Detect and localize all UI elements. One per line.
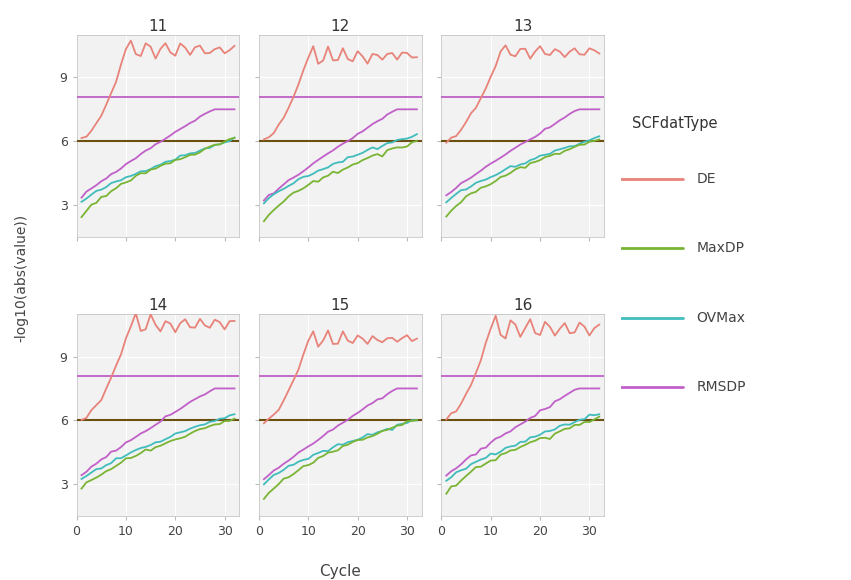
Title: 15: 15 [331,298,350,313]
Text: -log10(abs(value)): -log10(abs(value)) [14,215,28,342]
Text: SCFdatType: SCFdatType [632,116,717,131]
Text: MaxDP: MaxDP [696,241,745,255]
Text: RMSDP: RMSDP [696,380,746,394]
Title: 16: 16 [513,298,533,313]
Text: OVMax: OVMax [696,311,745,325]
Title: 14: 14 [148,298,168,313]
Text: Cycle: Cycle [319,564,362,579]
Title: 11: 11 [148,19,168,34]
Text: DE: DE [696,172,716,186]
Title: 12: 12 [331,19,350,34]
Title: 13: 13 [513,19,533,34]
